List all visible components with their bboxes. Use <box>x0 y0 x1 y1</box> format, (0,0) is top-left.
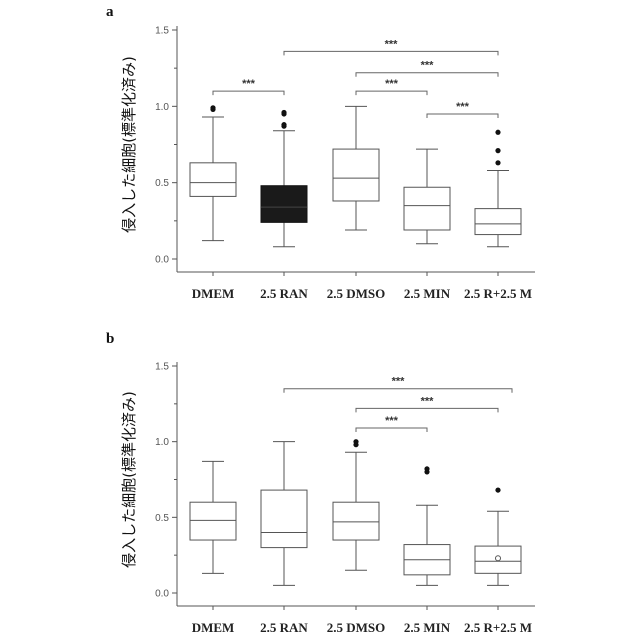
significance-bracket: *** <box>356 78 427 95</box>
significance-label: *** <box>242 78 256 90</box>
outlier-point <box>495 130 500 135</box>
significance-bracket: *** <box>284 376 512 393</box>
box-iqr <box>261 186 307 223</box>
significance-label: *** <box>456 101 470 113</box>
bracket-line <box>213 91 284 95</box>
box-1 <box>261 110 307 247</box>
box-0 <box>190 105 236 240</box>
bracket-line <box>284 51 498 55</box>
significance-bracket: *** <box>356 395 498 412</box>
x-tick-label: 2.5 DMSO <box>327 620 386 635</box>
bracket-line <box>284 389 512 393</box>
box-iqr <box>190 502 236 540</box>
y-axis-label: 侵入した細胞(標準化済み) <box>120 56 138 233</box>
box-4 <box>475 487 521 585</box>
box-iqr <box>333 502 379 540</box>
significance-bracket: *** <box>427 101 498 118</box>
outlier-point <box>495 487 500 492</box>
x-tick-label: 2.5 MIN <box>404 286 451 301</box>
y-tick-label: 0.5 <box>155 178 169 189</box>
y-tick-label: 0.5 <box>155 513 169 524</box>
y-tick-label: 0.0 <box>155 255 169 266</box>
outlier-point <box>281 110 286 115</box>
significance-bracket: *** <box>356 60 498 77</box>
y-tick-label: 1.5 <box>155 362 169 373</box>
y-tick-label: 1.5 <box>155 26 169 37</box>
significance-label: *** <box>421 60 435 72</box>
significance-label: *** <box>385 415 399 427</box>
bracket-line <box>356 73 498 77</box>
x-tick-label: 2.5 R+2.5 M <box>464 620 532 635</box>
panel-a: a 0.0 0.5 1.0 1.5 侵入した細胞(標準化済み) DMEM 2.5 RAN 2.5… <box>106 4 535 301</box>
bracket-line <box>356 428 427 432</box>
box-iqr <box>475 209 521 235</box>
box-1 <box>261 442 307 586</box>
x-tick-label: 2.5 DMSO <box>327 286 386 301</box>
outlier-point <box>353 439 358 444</box>
x-tick-label: 2.5 RAN <box>260 286 308 301</box>
outlier-point <box>281 122 286 127</box>
significance-label: *** <box>392 376 406 388</box>
significance-label: *** <box>385 78 399 90</box>
box-4 <box>475 130 521 247</box>
x-tick-label: DMEM <box>192 286 235 301</box>
bracket-line <box>356 408 498 412</box>
box-iqr <box>261 490 307 548</box>
significance-bracket: *** <box>284 38 498 55</box>
mean-marker <box>496 556 501 561</box>
significance-bracket: *** <box>356 415 427 432</box>
panel-b: b 0.0 0.5 1.0 1.5 侵入した細胞(標準化済み) DMEM 2.5 RAN 2.5… <box>106 331 535 635</box>
y-tick-label: 1.0 <box>155 102 169 113</box>
box-3 <box>404 466 450 585</box>
x-tick-label: 2.5 MIN <box>404 620 451 635</box>
significance-bracket: *** <box>213 78 284 95</box>
y-tick-label: 1.0 <box>155 437 169 448</box>
box-3 <box>404 149 450 244</box>
outlier-point <box>424 466 429 471</box>
box-0 <box>190 461 236 573</box>
y-axis-label: 侵入した細胞(標準化済み) <box>120 391 138 568</box>
bracket-line <box>356 91 427 95</box>
figure: a 0.0 0.5 1.0 1.5 侵入した細胞(標準化済み) DMEM 2.5 RAN 2.5… <box>0 0 640 640</box>
box-iqr <box>404 187 450 230</box>
outlier-point <box>495 148 500 153</box>
panel-label: b <box>106 331 114 347</box>
box-2 <box>333 439 379 570</box>
outlier-point <box>495 160 500 165</box>
x-tick-label: 2.5 RAN <box>260 620 308 635</box>
box-iqr <box>190 163 236 197</box>
outlier-point <box>210 105 215 110</box>
bracket-line <box>427 114 498 118</box>
y-tick-label: 0.0 <box>155 589 169 600</box>
x-tick-label: DMEM <box>192 620 235 635</box>
box-iqr <box>333 149 379 201</box>
significance-label: *** <box>385 38 399 50</box>
box-2 <box>333 106 379 230</box>
panel-label: a <box>106 4 114 20</box>
significance-label: *** <box>421 395 435 407</box>
x-tick-label: 2.5 R+2.5 M <box>464 286 532 301</box>
